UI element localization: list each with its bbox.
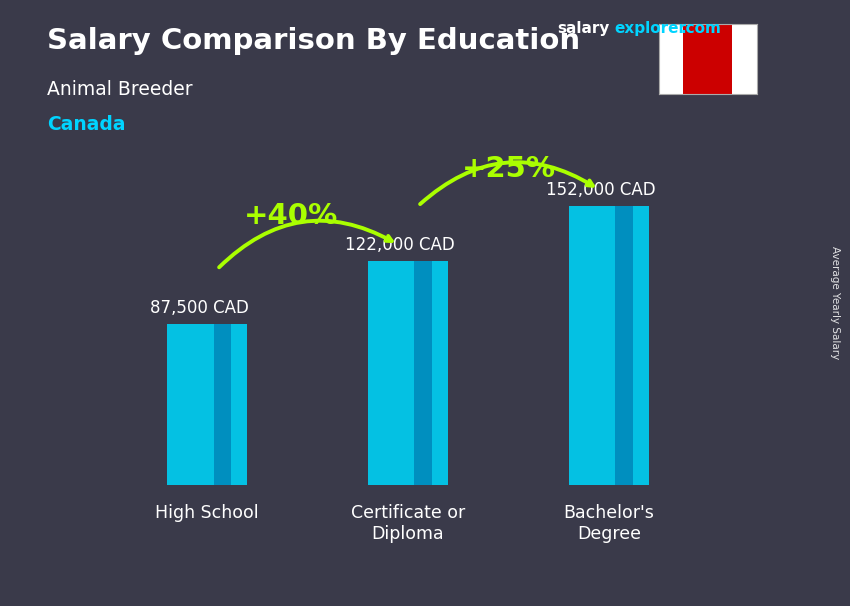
Bar [706, 66, 710, 82]
Bar [368, 261, 448, 485]
Text: +25%: +25% [462, 155, 555, 183]
Text: +40%: +40% [244, 202, 338, 230]
Text: Salary Comparison By Education: Salary Comparison By Education [47, 27, 580, 55]
Polygon shape [691, 41, 723, 76]
Bar [415, 261, 432, 485]
Text: .com: .com [680, 21, 721, 36]
Bar [615, 206, 633, 485]
Text: 122,000 CAD: 122,000 CAD [345, 236, 455, 254]
Bar [213, 324, 231, 485]
Text: salary: salary [557, 21, 609, 36]
Bar [167, 324, 247, 485]
Text: explorer: explorer [615, 21, 687, 36]
Bar [569, 206, 649, 485]
Bar [683, 24, 732, 94]
Text: Average Yearly Salary: Average Yearly Salary [830, 247, 840, 359]
Text: Animal Breeder: Animal Breeder [47, 80, 192, 99]
Bar [732, 24, 756, 94]
Text: Canada: Canada [47, 115, 125, 134]
Bar [659, 24, 683, 94]
Text: 87,500 CAD: 87,500 CAD [150, 299, 248, 317]
Text: 152,000 CAD: 152,000 CAD [546, 181, 655, 199]
